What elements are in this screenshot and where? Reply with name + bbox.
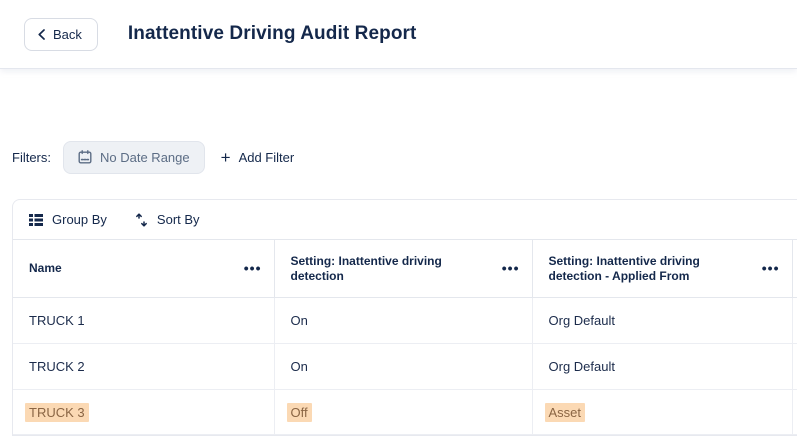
column-header-label: Name — [29, 261, 62, 275]
table-row[interactable]: TRUCK 1 On Org Default — [13, 297, 797, 344]
cell-value: TRUCK 1 — [29, 313, 85, 328]
add-filter-button[interactable]: + Add Filter — [221, 149, 295, 166]
column-header-applied-from: Setting: Inattentive driving detection -… — [531, 239, 792, 298]
column-menu-icon[interactable]: ••• — [761, 259, 780, 276]
cell-applied-from: Org Default — [531, 343, 792, 390]
cell-setting: On — [273, 343, 532, 390]
column-header-clipped — [791, 239, 797, 298]
back-button[interactable]: Back — [24, 17, 98, 51]
cell-clipped — [791, 389, 797, 435]
sort-arrows-icon — [135, 212, 148, 227]
column-header-label: Setting: Inattentive driving detection — [290, 253, 442, 283]
table-header-row: Name ••• Setting: Inattentive driving de… — [13, 239, 797, 298]
report-table-card: Group By Sort By Name ••• — [12, 199, 797, 436]
group-by-button[interactable]: Group By — [29, 212, 107, 227]
cell-clipped — [791, 343, 797, 390]
table-toolbar: Group By Sort By — [13, 200, 797, 239]
column-header-name: Name ••• — [13, 239, 274, 298]
column-menu-icon[interactable]: ••• — [243, 259, 262, 276]
cell-applied-from: Org Default — [531, 297, 792, 344]
back-button-label: Back — [53, 26, 82, 42]
column-menu-icon[interactable]: ••• — [501, 259, 520, 276]
date-range-filter-button[interactable]: No Date Range — [63, 140, 205, 174]
calendar-icon — [78, 150, 92, 164]
date-range-filter-label: No Date Range — [100, 149, 190, 165]
sort-by-label: Sort By — [156, 212, 200, 227]
group-by-label: Group By — [52, 212, 107, 227]
cell-clipped — [791, 297, 797, 344]
cell-value: TRUCK 2 — [29, 359, 85, 374]
page-title: Inattentive Driving Audit Report — [127, 23, 417, 44]
audit-report-table: Name ••• Setting: Inattentive driving de… — [13, 239, 797, 435]
cell-name: TRUCK 2 — [13, 343, 274, 390]
cell-name: TRUCK 1 — [13, 297, 274, 344]
cell-value: On — [290, 359, 308, 374]
cell-value: Org Default — [548, 359, 615, 374]
cell-applied-from: Asset — [531, 389, 792, 435]
column-header-setting: Setting: Inattentive driving detection •… — [273, 239, 532, 298]
add-filter-label: Add Filter — [238, 149, 295, 165]
cell-name: TRUCK 3 — [13, 389, 274, 435]
cell-value: Asset — [544, 402, 586, 422]
chevron-left-icon — [37, 28, 46, 40]
sort-by-button[interactable]: Sort By — [135, 212, 200, 227]
cell-value: TRUCK 3 — [25, 402, 89, 422]
filters-label: Filters: — [12, 149, 51, 165]
cell-setting: Off — [273, 389, 532, 435]
plus-icon: + — [220, 147, 231, 167]
cell-value: Org Default — [548, 313, 615, 328]
app-header: Back Inattentive Driving Audit Report — [0, 0, 797, 69]
cell-value: On — [290, 313, 308, 328]
column-header-label: Setting: Inattentive driving detection -… — [548, 253, 700, 283]
filters-row: Filters: No Date Range + Add Filter — [12, 140, 797, 174]
table-row[interactable]: TRUCK 2 On Org Default — [13, 343, 797, 390]
group-by-icon — [29, 213, 43, 226]
table-row[interactable]: TRUCK 3 Off Asset — [13, 389, 797, 435]
cell-value: Off — [286, 402, 312, 422]
cell-setting: On — [273, 297, 532, 344]
